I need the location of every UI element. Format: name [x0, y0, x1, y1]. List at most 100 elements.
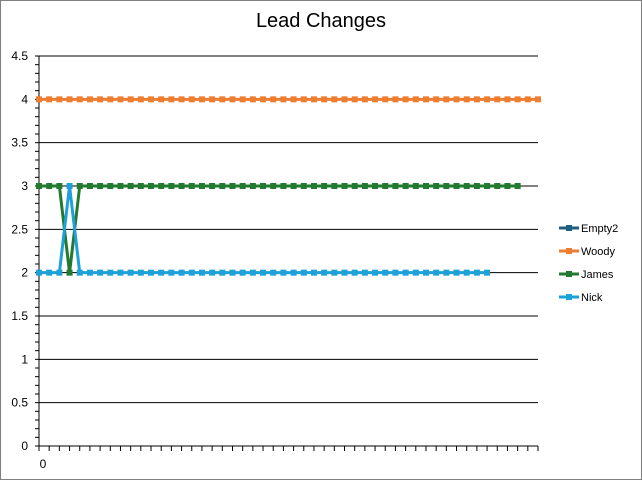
data-point-nick	[168, 269, 175, 276]
data-point-nick	[290, 269, 297, 276]
data-point-james	[392, 183, 399, 189]
data-point-nick	[229, 269, 236, 276]
data-point-james	[372, 183, 379, 189]
y-tick-label: 1	[21, 352, 28, 366]
data-point-james	[229, 183, 236, 189]
series-lines	[36, 96, 541, 276]
data-point-james	[168, 183, 175, 189]
legend-label-nick: Nick	[581, 292, 603, 304]
data-point-woody	[260, 96, 267, 103]
data-point-james	[188, 183, 195, 189]
data-point-woody	[402, 96, 409, 103]
data-point-james	[198, 183, 205, 189]
data-point-james	[310, 183, 317, 189]
data-point-nick	[463, 269, 470, 276]
axes: 0 0.5 1 1.5 2 2.5 3 3.5 4 4.5 0	[11, 49, 539, 471]
data-point-james	[361, 183, 368, 189]
data-point-nick	[453, 269, 460, 276]
data-point-james	[382, 183, 389, 189]
data-point-nick	[361, 269, 368, 276]
data-point-woody	[484, 96, 491, 103]
data-point-nick	[56, 269, 63, 276]
data-point-nick	[36, 269, 42, 276]
data-point-woody	[280, 96, 287, 103]
y-tick-label: 4.5	[11, 49, 28, 63]
data-point-james	[66, 269, 73, 276]
data-point-james	[117, 183, 124, 189]
data-point-james	[484, 183, 491, 189]
data-point-nick	[46, 269, 53, 276]
data-point-james	[46, 183, 53, 189]
data-point-nick	[433, 269, 440, 276]
data-point-woody	[107, 96, 114, 103]
data-point-nick	[341, 269, 348, 276]
data-point-james	[341, 183, 348, 189]
data-point-woody	[148, 96, 155, 103]
data-point-nick	[443, 269, 450, 276]
data-point-woody	[321, 96, 328, 103]
data-point-woody	[137, 96, 144, 103]
data-point-nick	[127, 269, 134, 276]
data-point-james	[137, 183, 144, 189]
data-point-woody	[56, 96, 63, 103]
data-point-woody	[341, 96, 348, 103]
data-point-woody	[219, 96, 226, 103]
data-point-james	[86, 183, 93, 189]
data-point-james	[433, 183, 440, 189]
data-point-woody	[178, 96, 185, 103]
data-point-nick	[117, 269, 124, 276]
data-point-james	[56, 183, 63, 189]
data-point-james	[158, 183, 165, 189]
data-point-nick	[422, 269, 429, 276]
data-point-james	[331, 183, 338, 189]
data-point-woody	[198, 96, 205, 103]
gridlines	[39, 55, 538, 447]
data-point-james	[514, 183, 521, 189]
data-point-james	[280, 183, 287, 189]
data-point-james	[127, 183, 134, 189]
y-tick-label: 2.5	[11, 222, 28, 236]
data-point-woody	[351, 96, 358, 103]
y-tick-label: 3.5	[11, 136, 28, 150]
legend-label-james: James	[581, 269, 614, 281]
data-point-james	[494, 183, 501, 189]
data-point-nick	[484, 269, 491, 276]
data-point-nick	[260, 269, 267, 276]
data-point-woody	[361, 96, 368, 103]
data-point-woody	[229, 96, 236, 103]
legend-label-woody: Woody	[581, 246, 616, 258]
data-point-nick	[310, 269, 317, 276]
data-point-nick	[270, 269, 277, 276]
data-point-james	[290, 183, 297, 189]
data-point-woody	[473, 96, 480, 103]
data-point-james	[300, 183, 307, 189]
data-point-woody	[86, 96, 93, 103]
data-point-nick	[239, 269, 246, 276]
data-point-james	[76, 183, 83, 189]
data-point-james	[463, 183, 470, 189]
data-point-nick	[351, 269, 358, 276]
y-tick-label: 0	[21, 439, 28, 453]
data-point-james	[412, 183, 419, 189]
data-point-james	[270, 183, 277, 189]
legend-marker-nick	[566, 294, 572, 300]
data-point-nick	[209, 269, 216, 276]
data-point-nick	[158, 269, 165, 276]
data-point-james	[148, 183, 155, 189]
legend-marker-empty2	[566, 225, 572, 231]
data-point-woody	[524, 96, 531, 103]
data-point-woody	[494, 96, 501, 103]
data-point-james	[249, 183, 256, 189]
y-tick-label: 4	[21, 92, 28, 106]
data-point-james	[209, 183, 216, 189]
data-point-woody	[36, 96, 42, 103]
data-point-nick	[86, 269, 93, 276]
y-tick-label: 1.5	[11, 309, 28, 323]
data-point-woody	[76, 96, 83, 103]
data-point-nick	[148, 269, 155, 276]
legend-label-empty2: Empty2	[581, 223, 618, 235]
data-point-woody	[300, 96, 307, 103]
data-point-woody	[463, 96, 470, 103]
data-point-woody	[514, 96, 521, 103]
